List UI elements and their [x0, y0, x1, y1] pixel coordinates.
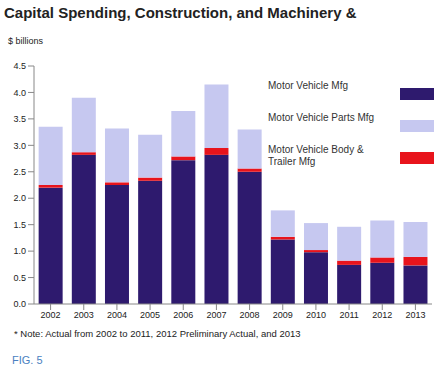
svg-text:2.0: 2.0	[13, 193, 26, 203]
svg-text:1.5: 1.5	[13, 220, 26, 230]
html-text:FIG. 5: FIG. 5	[12, 354, 43, 366]
html-text:Motor Vehicle Parts Mfg: Motor Vehicle Parts Mfg	[268, 112, 375, 123]
svg-text:2009: 2009	[273, 310, 293, 320]
html-text:$ billions: $ billions	[8, 36, 43, 46]
svg-text:4.0: 4.0	[13, 88, 26, 98]
svg-text:2007: 2007	[206, 310, 226, 320]
svg-text:3.0: 3.0	[13, 141, 26, 151]
svg-text:2011: 2011	[339, 310, 358, 320]
svg-text:3.5: 3.5	[13, 114, 26, 124]
html-text:* Note: Actual from 2002 to 20: * Note: Actual from 2002 to 2011, 2012 P…	[14, 328, 301, 339]
html-text:Motor Vehicle Mfg: Motor Vehicle Mfg	[268, 80, 348, 91]
svg-text:0.5: 0.5	[13, 273, 26, 283]
svg-text:1.0: 1.0	[13, 246, 26, 256]
svg-text:2004: 2004	[107, 310, 127, 320]
html-text:Capital Spending, Construction: Capital Spending, Construction, and Mach…	[4, 4, 357, 21]
svg-text:2002: 2002	[41, 310, 61, 320]
svg-text:2.5: 2.5	[13, 167, 26, 177]
svg-text:2008: 2008	[240, 310, 260, 320]
svg-text:0.0: 0.0	[13, 299, 26, 309]
svg-text:2012: 2012	[372, 310, 392, 320]
svg-text:2013: 2013	[405, 310, 425, 320]
svg-text:2005: 2005	[140, 310, 160, 320]
svg-text:2006: 2006	[173, 310, 193, 320]
svg-text:2010: 2010	[306, 310, 326, 320]
svg-text:4.5: 4.5	[13, 61, 26, 71]
html-text:Motor Vehicle Body & Trailer M: Motor Vehicle Body & Trailer Mfg	[268, 144, 364, 167]
svg-text:2003: 2003	[74, 310, 94, 320]
